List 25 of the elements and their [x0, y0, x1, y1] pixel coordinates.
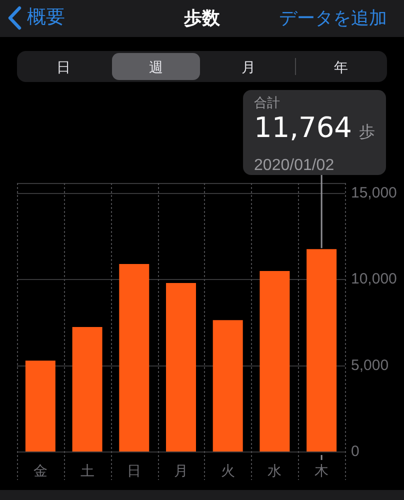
x-tick-label: 月 — [174, 462, 188, 478]
bar — [72, 326, 102, 452]
annotation: 2020/01/02 — [254, 157, 334, 174]
text: 概要 — [27, 7, 65, 29]
x-tick-label: 日 — [127, 462, 142, 478]
bar — [25, 360, 56, 452]
y-tick-label: 0 — [351, 443, 360, 460]
y-tick-label: 10,000 — [351, 270, 397, 288]
bar — [260, 270, 290, 452]
x-tick-label: 金 — [33, 462, 48, 478]
x-tick-label: 火 — [220, 462, 235, 478]
x-tick-label: 木 — [314, 462, 329, 478]
x-tick-label: 水 — [268, 462, 282, 478]
text: 合計 — [254, 95, 280, 110]
data-label: 11,764 歩 — [254, 111, 375, 144]
bar — [212, 320, 243, 452]
x-tick-label: 土 — [80, 462, 94, 478]
bar — [166, 283, 196, 452]
bar — [306, 249, 337, 452]
y-tick-label: 5,000 — [351, 356, 389, 374]
bar — [119, 264, 150, 452]
chart-title: 歩数 — [184, 7, 220, 29]
segmented-control: 日 週 月 年 — [17, 51, 387, 82]
text: データを追加 — [279, 7, 387, 29]
y-tick-label: 15,000 — [351, 184, 397, 202]
